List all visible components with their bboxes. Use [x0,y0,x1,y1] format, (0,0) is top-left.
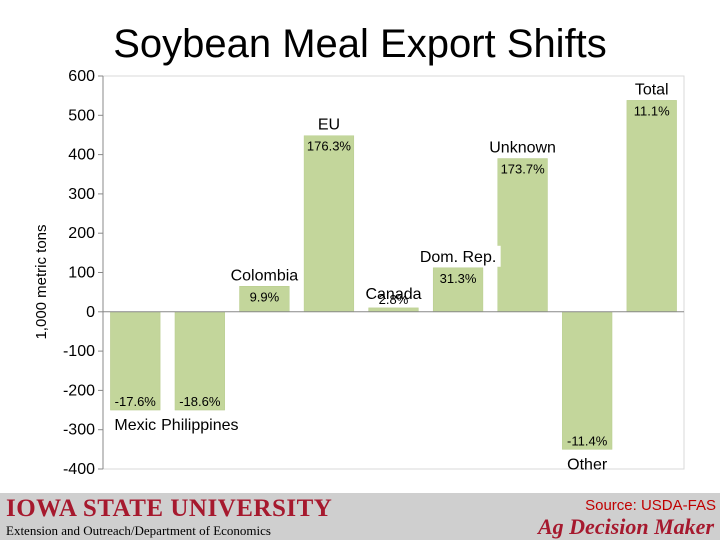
category-label: Mexic [114,417,156,434]
bar [432,267,484,313]
data-label: 173.7% [501,162,546,177]
bar [626,100,677,313]
data-label: -17.6% [115,394,157,409]
university-logo: IOWA STATE UNIVERSITY [6,495,333,522]
category-label: Canada [365,286,421,303]
footer-divider [0,487,720,493]
data-label: 9.9% [250,289,280,304]
y-tick-label: 600 [68,68,95,85]
extension-line: Extension and Outreach/Department of Eco… [6,523,271,538]
y-tick-label: -100 [63,343,95,360]
category-label-bg [415,245,501,267]
y-tick-label: -300 [63,422,95,439]
data-label: -11.4% [567,433,608,448]
category-label-bg [488,136,557,158]
category-label: EU [318,117,340,134]
bar-chart: -400 -300 -200 -100 0 100 200 300 400 500 600 Mexi… [33,68,685,478]
category-label: Unknown [489,140,556,157]
bar [562,311,613,450]
bar [110,311,161,411]
brand-logo: Ag Decision Maker [538,514,714,539]
category-label: Dom. Rep. [420,249,496,266]
bar [368,307,419,313]
y-tick-label: 0 [86,304,95,321]
data-label: 176.3% [307,139,352,154]
y-tick-label: 100 [68,265,95,282]
category-label: Colombia [231,267,299,284]
y-tick-label: -200 [63,382,95,399]
y-axis-title: 1,000 metric tons [33,224,50,339]
y-axis: -400 -300 -200 -100 0 100 200 300 400 500 600 [63,68,104,478]
category-label-bg [626,78,677,100]
source-note: Source: USDA-FAS [585,497,716,514]
category-label: Other [567,456,608,473]
data-label: 11.1% [634,103,670,118]
data-label: 2.8% [379,292,409,307]
data-labels: -17.6% -18.6% 9.9% 176.3% 2.8% 31.3% 173.7% -11… [115,103,670,448]
category-label: Total [635,81,669,98]
y-tick-label: -400 [63,461,95,478]
y-tick-label: 500 [68,107,95,124]
bar [497,158,548,313]
data-label: -18.6% [179,394,221,409]
category-label-bg [226,264,303,286]
category-label-bg [317,113,341,135]
category-label: Philippines [161,417,238,434]
data-label: 31.3% [440,271,477,286]
bars [103,100,684,450]
bar [303,135,355,313]
bar [239,286,290,313]
y-tick-label: 400 [68,147,95,164]
y-tick-label: 200 [68,225,95,242]
y-tick-label: 300 [68,186,95,203]
slide-title: Soybean Meal Export Shifts [113,22,607,66]
category-labels: Mexic Philippines Colombia EU Canada Dom. Rep… [114,78,677,473]
footer: IOWA STATE UNIVERSITY Extension and Outr… [0,487,720,540]
